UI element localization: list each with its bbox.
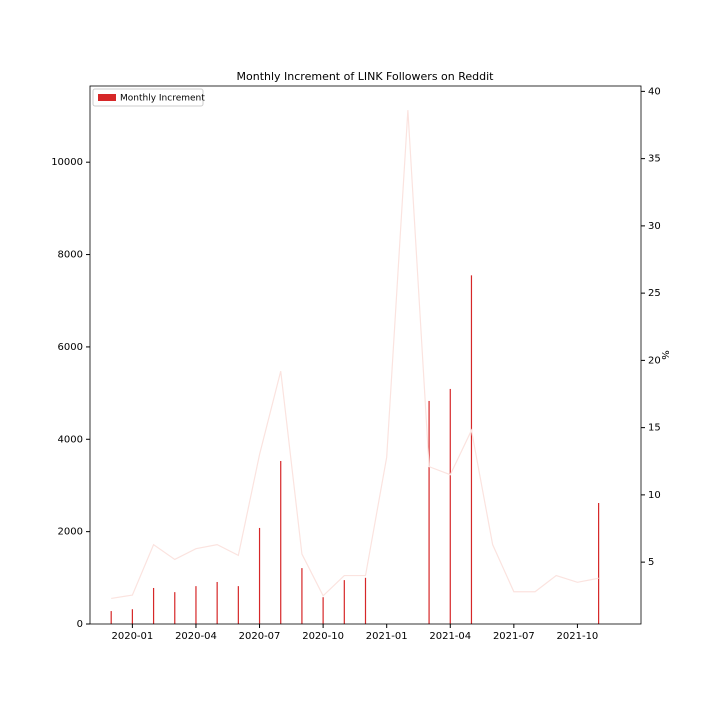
bar	[174, 592, 176, 624]
bar	[258, 527, 261, 624]
y-tick-label: 10000	[51, 157, 83, 168]
bar	[364, 577, 367, 624]
y2-tick-label: 5	[648, 557, 654, 568]
bar	[343, 580, 345, 624]
bar	[322, 597, 324, 624]
y2-tick-label: 40	[648, 86, 661, 97]
bar	[470, 275, 473, 624]
x-tick-label: 2021-04	[429, 631, 471, 642]
x-tick-label: 2020-10	[302, 631, 344, 642]
y2-tick-label: 35	[648, 154, 661, 165]
y2-tick-label: 20	[648, 355, 661, 366]
y-tick-label: 4000	[58, 434, 83, 445]
y-tick-label: 8000	[58, 250, 83, 261]
legend-box	[92, 88, 204, 107]
legend-swatch	[98, 94, 116, 101]
x-tick-label: 2021-10	[557, 631, 599, 642]
x-tick-label: 2020-01	[111, 631, 153, 642]
bar	[195, 586, 197, 624]
bar	[152, 587, 155, 624]
y2-tick-label: 15	[648, 423, 661, 434]
bar	[280, 460, 282, 624]
y2-tick-label: 30	[648, 221, 661, 232]
x-tick-label: 2020-04	[175, 631, 217, 642]
bar	[110, 611, 112, 624]
legend-label: Monthly Increment	[120, 94, 205, 104]
y-tick-label: 6000	[58, 342, 83, 353]
chart-title: Monthly Increment of LINK Followers on R…	[237, 70, 495, 83]
y-tick-label: 2000	[58, 527, 83, 538]
bar	[131, 609, 133, 624]
x-tick-label: 2021-01	[366, 631, 408, 642]
y2-axis-label: %	[659, 350, 670, 360]
ratio-line	[111, 110, 599, 600]
x-tick-label: 2021-07	[493, 631, 535, 642]
y2-tick-label: 10	[648, 490, 661, 501]
bar	[449, 388, 451, 624]
bar	[237, 586, 239, 624]
x-tick-label: 2020-07	[239, 631, 281, 642]
bar	[216, 581, 218, 624]
bar	[428, 400, 430, 624]
y-tick-label: 0	[77, 619, 83, 630]
y2-tick-label: 25	[648, 288, 661, 299]
plot-frame	[89, 85, 642, 625]
bar	[301, 568, 303, 624]
bar	[598, 503, 600, 624]
